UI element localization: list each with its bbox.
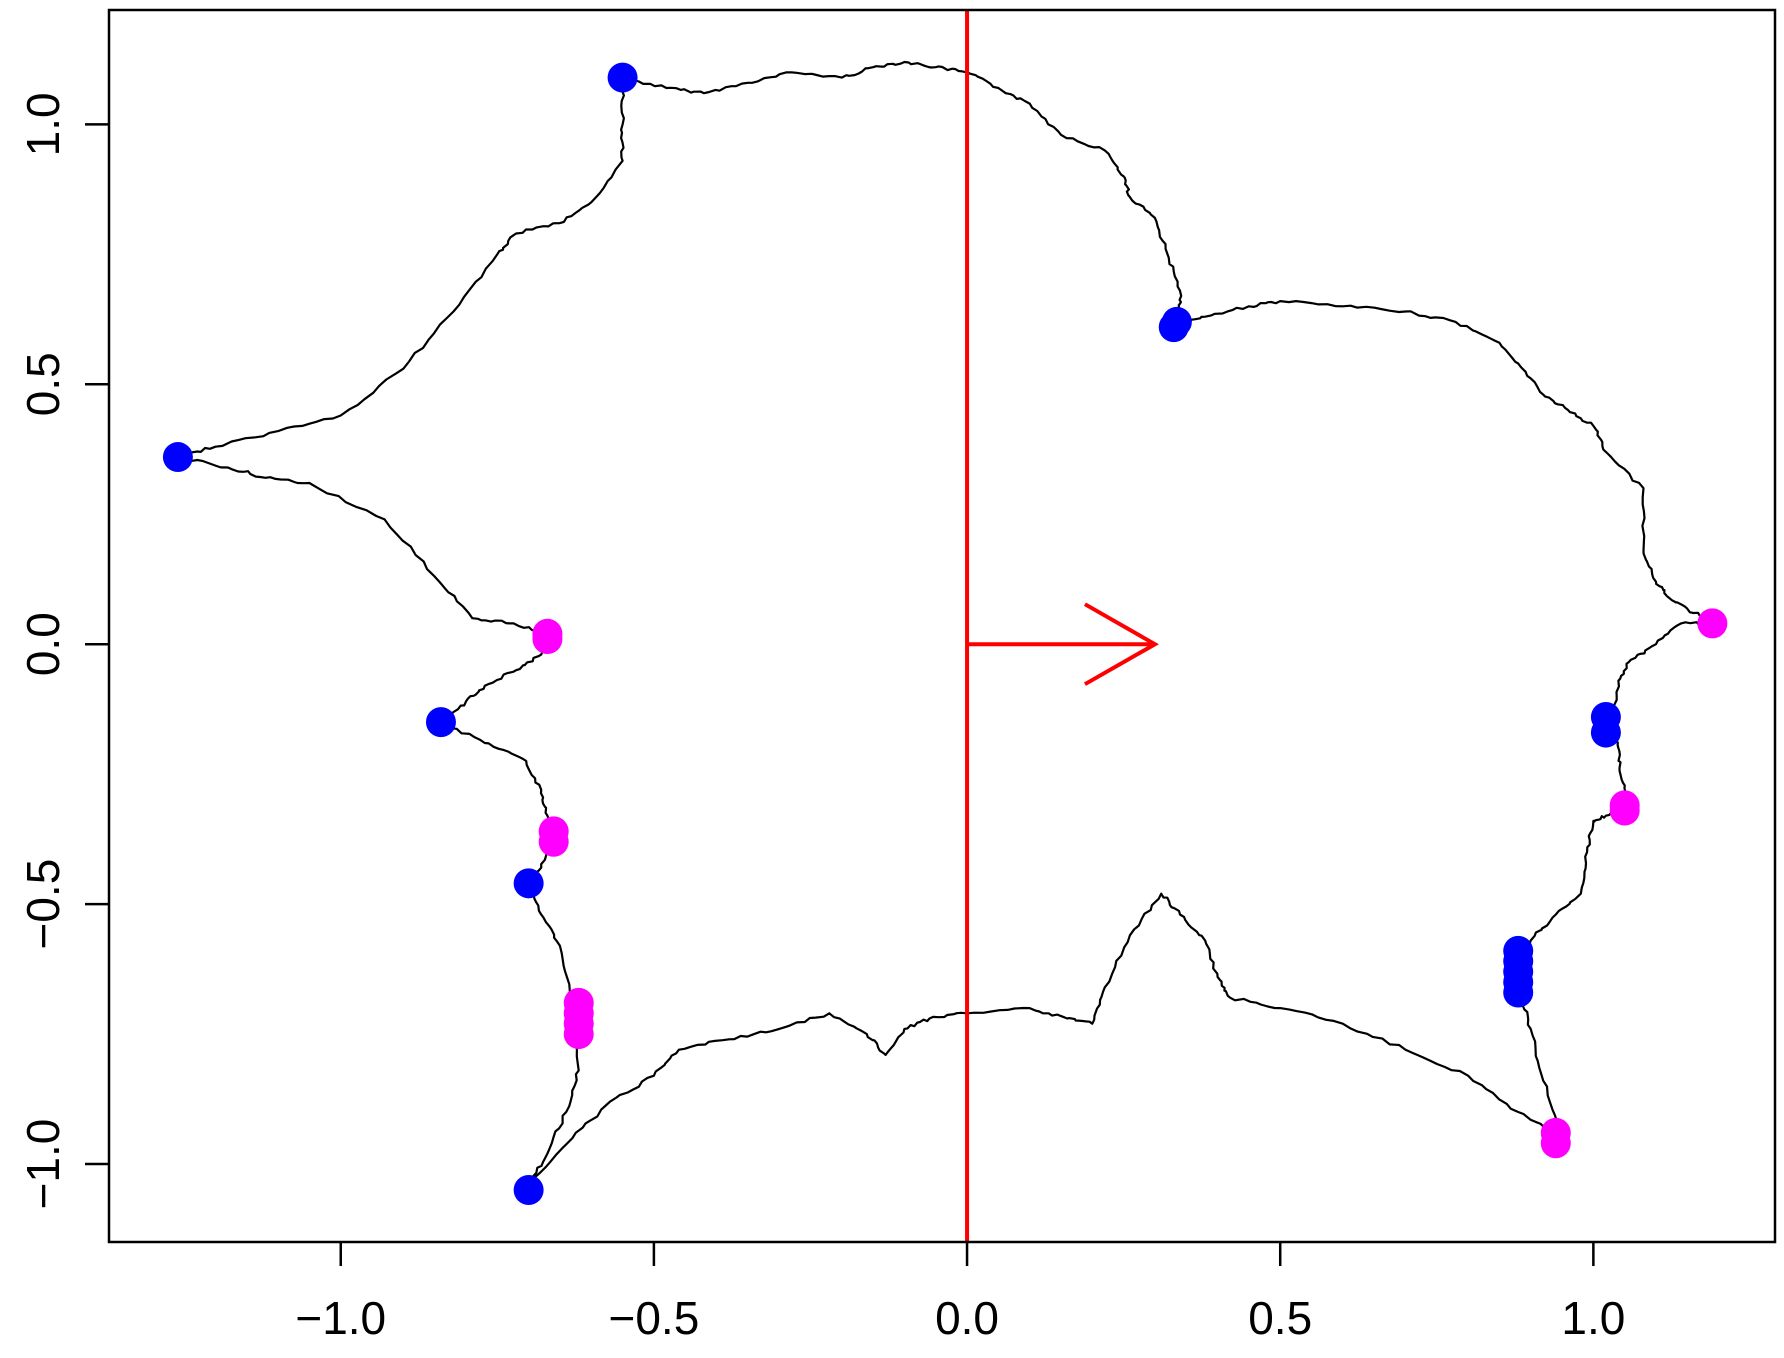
outline-curve xyxy=(176,60,1720,1186)
point-layer xyxy=(162,62,1728,1206)
x-tick-label: 0.0 xyxy=(935,1292,999,1344)
magenta-point xyxy=(1697,608,1728,639)
arrow-head xyxy=(1083,602,1159,686)
blue-point xyxy=(425,707,456,738)
blue-point xyxy=(607,62,638,93)
y-tick-label: 0.5 xyxy=(17,352,69,416)
x-tick-label: −0.5 xyxy=(608,1292,699,1344)
blue-point xyxy=(162,442,193,473)
magenta-point xyxy=(1540,1128,1571,1159)
axis-ticks: −1.0 −0.5 0.0 0.5 1.0 −1.0 −0.5 0.0 0.5 1.0 xyxy=(17,92,1625,1344)
magenta-point xyxy=(1609,795,1640,826)
magenta-point xyxy=(538,826,569,857)
y-tick-label: −1.0 xyxy=(17,1119,69,1210)
blue-point xyxy=(513,1175,544,1206)
magenta-point xyxy=(532,623,563,654)
x-tick-label: 0.5 xyxy=(1248,1292,1312,1344)
blue-point xyxy=(1590,717,1621,748)
y-tick-label: −0.5 xyxy=(17,859,69,950)
outline-layer xyxy=(176,60,1720,1186)
blue-point xyxy=(1503,977,1534,1008)
guide-layer xyxy=(965,10,1159,1242)
x-tick-label: 1.0 xyxy=(1561,1292,1625,1344)
blue-point xyxy=(1161,306,1192,337)
magenta-point xyxy=(563,1019,594,1050)
y-tick-label: 1.0 xyxy=(17,92,69,156)
x-tick-label: −1.0 xyxy=(295,1292,386,1344)
blue-point xyxy=(513,868,544,899)
plot-frame xyxy=(107,8,1777,1244)
y-tick-label: 0.0 xyxy=(17,612,69,676)
